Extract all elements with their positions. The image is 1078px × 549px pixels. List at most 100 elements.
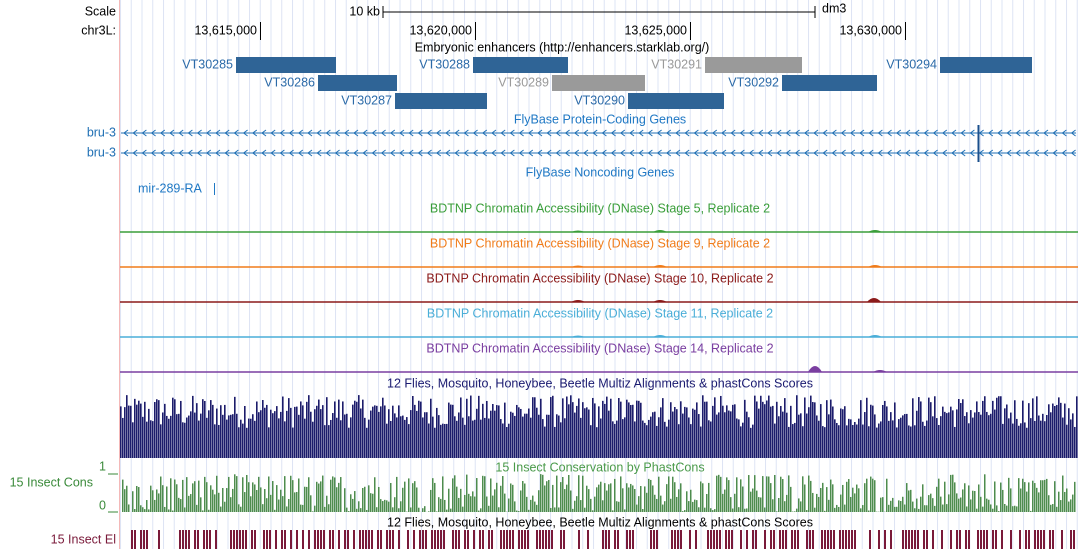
assembly: dm3 xyxy=(822,1,846,15)
conservation-bar xyxy=(144,509,146,512)
conservation-bar xyxy=(750,491,752,512)
alignment-bar xyxy=(1016,418,1018,458)
element-bar xyxy=(992,530,994,549)
element-bar xyxy=(203,530,205,549)
alignment-bar xyxy=(308,395,310,458)
element-bar xyxy=(527,530,529,549)
alignment-bar xyxy=(184,422,186,458)
alignment-bar xyxy=(1076,396,1078,458)
alignment-bar xyxy=(862,424,864,458)
element-bar xyxy=(719,530,721,549)
alignment-bar xyxy=(914,425,916,458)
element-bar xyxy=(551,530,553,549)
alignment-bar xyxy=(1022,400,1024,458)
conservation-bar xyxy=(650,479,652,512)
alignment-bar xyxy=(488,418,490,458)
alignment-bar xyxy=(370,410,372,458)
conservation-bar xyxy=(840,494,842,512)
conservation-bar xyxy=(484,476,486,512)
conservation-bar xyxy=(294,492,296,512)
element-bar xyxy=(548,530,550,549)
element-bar xyxy=(296,530,298,549)
conservation-bar xyxy=(534,501,536,512)
element-bar xyxy=(773,530,775,549)
alignment-bar xyxy=(236,413,238,458)
alignment-bar xyxy=(818,420,820,458)
conservation-bar xyxy=(134,509,136,512)
conservation-bar xyxy=(170,478,172,512)
track-title: BDTNP Chromatin Accessibility (DNase) St… xyxy=(430,201,770,215)
conservation-bar xyxy=(882,497,884,512)
alignment-bar xyxy=(300,401,302,458)
element-bar xyxy=(1070,530,1072,549)
alignment-bar xyxy=(442,423,444,458)
alignment-bar xyxy=(866,397,868,458)
conservation-bar xyxy=(482,475,484,512)
enhancer-box xyxy=(782,75,877,91)
alignment-bar xyxy=(398,405,400,458)
alignment-bar xyxy=(1000,396,1002,458)
conservation-bar xyxy=(344,488,346,512)
element-bar xyxy=(884,530,886,549)
conservation-bar xyxy=(1046,478,1048,512)
conservation-bar xyxy=(238,504,240,512)
conservation-bar xyxy=(138,487,140,512)
alignment-bar xyxy=(918,397,920,458)
element-bar xyxy=(839,530,841,549)
chrom-label: chr3L: xyxy=(81,23,116,37)
alignment-bar xyxy=(802,426,804,458)
alignment-bar xyxy=(850,419,852,458)
enhancer-box xyxy=(395,93,487,109)
alignment-bar xyxy=(304,418,306,458)
alignment-bar xyxy=(440,424,442,458)
conservation-bar xyxy=(464,494,466,512)
alignment-bar xyxy=(396,417,398,458)
element-bar xyxy=(878,530,880,549)
conservation-bar xyxy=(528,509,530,512)
alignment-bar xyxy=(318,399,320,458)
alignment-bar xyxy=(1058,397,1060,458)
conservation-bar xyxy=(848,479,850,512)
conservation-bar xyxy=(260,487,262,512)
alignment-bar xyxy=(1004,408,1006,458)
alignment-bar xyxy=(852,424,854,458)
conservation-bar xyxy=(928,495,930,512)
alignment-bar xyxy=(516,404,518,458)
conservation-bar xyxy=(634,489,636,512)
enhancer-box xyxy=(552,75,645,91)
element-bar xyxy=(518,530,520,549)
conservation-bar xyxy=(328,504,330,512)
conservation-bar xyxy=(414,481,416,512)
alignment-bar xyxy=(588,409,590,458)
gene-label: bru-3 xyxy=(87,145,116,159)
conservation-bar xyxy=(560,482,562,512)
alignment-bar xyxy=(560,422,562,458)
element-bar xyxy=(797,530,799,549)
conservation-bar xyxy=(474,496,476,512)
element-bar xyxy=(503,530,505,549)
alignment-bar xyxy=(134,398,136,458)
conservation-bar xyxy=(136,485,138,512)
conservation-bar xyxy=(1006,505,1008,512)
alignment-bar xyxy=(748,417,750,458)
conservation-bar xyxy=(320,481,322,512)
conservation-bar xyxy=(216,475,218,512)
alignment-bar xyxy=(510,411,512,458)
conservation-bar xyxy=(266,498,268,512)
alignment-bar xyxy=(292,427,294,458)
conservation-bar xyxy=(756,490,758,512)
conservation-bar xyxy=(590,498,592,512)
signal-peak xyxy=(653,230,667,232)
conservation-bar xyxy=(456,486,458,512)
enhancer-box xyxy=(473,57,568,73)
conservation-bar xyxy=(972,490,974,512)
element-bar xyxy=(251,530,253,549)
conservation-bar xyxy=(718,474,720,512)
conservation-bar xyxy=(990,504,992,512)
element-bar xyxy=(254,530,256,549)
alignment-bar xyxy=(262,400,264,458)
conservation-bar xyxy=(944,481,946,512)
alignment-bar xyxy=(202,399,204,458)
conservation-bar xyxy=(904,504,906,512)
alignment-bar xyxy=(598,406,600,458)
